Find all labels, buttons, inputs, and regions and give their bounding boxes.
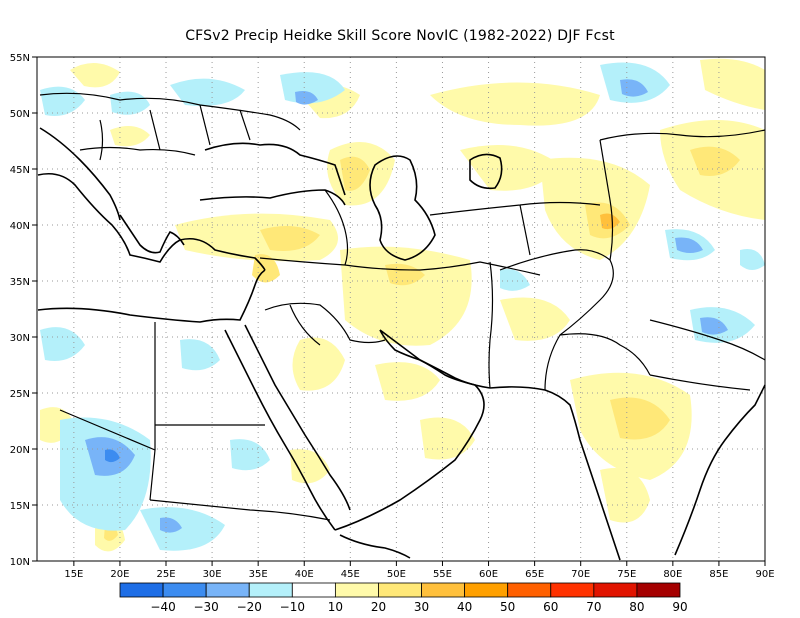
colorbar-label: 20 [371, 600, 386, 614]
skill-shading [40, 58, 765, 552]
colorbar-swatch [162, 582, 207, 598]
lat-tick-label: 50N [10, 109, 30, 120]
colorbar-label: 30 [414, 600, 429, 614]
colorbar-label: 80 [629, 600, 644, 614]
lon-tick-label: 20E [110, 569, 129, 580]
lat-tick-label: 55N [10, 53, 30, 64]
lon-tick-label: 90E [755, 569, 774, 580]
colorbar-swatch [205, 582, 250, 598]
colorbar-swatch [421, 582, 466, 598]
coastline-lines [37, 127, 766, 561]
colorbar-label: 90 [672, 600, 687, 614]
colorbar-swatch [550, 582, 595, 598]
colorbar-label: −20 [237, 600, 262, 614]
map-title: CFSv2 Precip Heidke Skill Score NovIC (1… [185, 28, 615, 44]
lon-tick-label: 35E [249, 569, 268, 580]
colorbar-swatch [291, 582, 336, 598]
lon-tick-labels: 15E 20E 25E 30E 35E 40E 45E 50E 55E 60E 65E 70E 75E 8… [64, 561, 775, 580]
lon-tick-label: 80E [663, 569, 682, 580]
colorbar-label: 60 [543, 600, 558, 614]
colorbar-label: 10 [328, 600, 343, 614]
lat-tick-label: 25N [10, 389, 30, 400]
colorbar-label: −40 [150, 600, 175, 614]
colorbar-label: 70 [586, 600, 601, 614]
colorbar-swatch [248, 582, 293, 598]
lat-tick-label: 20N [10, 445, 30, 456]
colorbar-label: 40 [457, 600, 472, 614]
lon-tick-label: 75E [617, 569, 636, 580]
lat-tick-label: 30N [10, 333, 30, 344]
lon-tick-label: 40E [295, 569, 314, 580]
lat-tick-labels: 10N 15N 20N 25N 30N 35N 40N 45N 50N 55N [10, 53, 37, 568]
colorbar-swatch [593, 582, 638, 598]
lat-tick-label: 35N [10, 277, 30, 288]
lon-tick-label: 65E [525, 569, 544, 580]
lat-tick-label: 15N [10, 501, 30, 512]
lat-tick-label: 10N [10, 557, 30, 568]
colorbar-label: 50 [500, 600, 515, 614]
colorbar-swatch [378, 582, 422, 598]
lat-tick-label: 40N [10, 221, 30, 232]
lon-tick-label: 45E [341, 569, 360, 580]
country-border-lines [39, 92, 766, 521]
graticule [37, 57, 765, 561]
colorbar-swatch [636, 582, 681, 598]
lon-tick-label: 25E [156, 569, 175, 580]
lon-tick-label: 30E [203, 569, 222, 580]
map-frame [36, 56, 766, 562]
colorbar: −40 −30 −20 −10 10 20 30 40 50 60 70 80 90 [119, 582, 688, 614]
colorbar-swatch [507, 582, 552, 598]
lon-tick-label: 15E [64, 569, 83, 580]
lon-tick-label: 85E [709, 569, 728, 580]
lat-tick-label: 45N [10, 165, 30, 176]
colorbar-swatch [334, 582, 379, 598]
lon-tick-label: 60E [479, 569, 498, 580]
colorbar-swatch [464, 582, 509, 598]
lon-tick-label: 70E [571, 569, 590, 580]
colorbar-label: −30 [193, 600, 218, 614]
lon-tick-label: 50E [387, 569, 406, 580]
colorbar-swatch [119, 582, 164, 598]
lon-tick-label: 55E [433, 569, 452, 580]
colorbar-label: −10 [280, 600, 305, 614]
